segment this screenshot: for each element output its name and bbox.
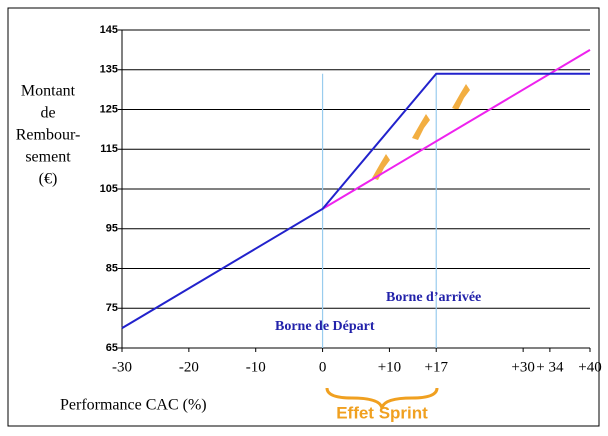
- y-axis-label: de: [40, 105, 55, 122]
- x-tick-label: +10: [378, 359, 401, 375]
- y-tick-label: 125: [100, 103, 118, 115]
- y-axis-label: sement: [25, 149, 71, 166]
- y-axis-label: Montant: [21, 83, 76, 100]
- y-tick-label: 95: [106, 223, 118, 235]
- x-tick-label: -30: [112, 359, 132, 375]
- x-tick-label: -10: [246, 359, 266, 375]
- y-tick-label: 135: [100, 64, 118, 76]
- x-tick-label: +17: [424, 359, 448, 375]
- y-tick-label: 115: [100, 143, 118, 155]
- x-tick-label: +30: [511, 359, 534, 375]
- y-axis-label: Rembour-: [16, 127, 81, 144]
- x-tick-label: 0: [319, 359, 327, 375]
- x-axis-label: Performance CAC (%): [60, 397, 207, 414]
- y-tick-label: 85: [106, 262, 118, 274]
- series-line: [122, 74, 590, 328]
- y-tick-label: 145: [100, 24, 118, 36]
- annotation: Borne de Départ: [275, 319, 375, 334]
- y-tick-label: 65: [106, 342, 118, 354]
- x-tick-label: + 34: [536, 359, 564, 375]
- chart: 65 75 85 95 105 115 125 135 145 -30 -20 -10 0 +10 +17 +…: [0, 0, 608, 436]
- x-tick-label: -20: [179, 359, 199, 375]
- y-tick-label: 75: [106, 302, 118, 314]
- y-axis-label: (€): [39, 171, 58, 188]
- frame: [8, 8, 599, 426]
- x-tick-label: +40: [578, 359, 601, 375]
- annotation: Borne d’arrivée: [386, 290, 481, 305]
- y-tick-label: 105: [100, 183, 118, 195]
- annotation: Effet Sprint: [336, 403, 428, 422]
- page: {"chart_data": {"type": "line", "y_label…: [0, 0, 608, 436]
